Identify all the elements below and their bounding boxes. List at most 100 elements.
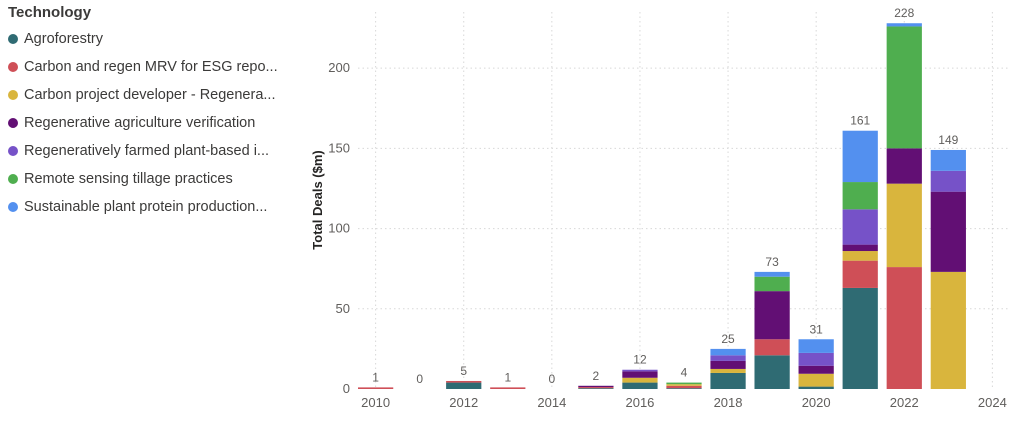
bar-segment[interactable] xyxy=(710,348,746,356)
bar-segment[interactable] xyxy=(710,355,746,361)
bar-segment[interactable] xyxy=(622,382,658,389)
y-tick-label: 50 xyxy=(336,301,350,316)
x-tick-label: 2018 xyxy=(714,395,743,410)
legend-item[interactable]: Regeneratively farmed plant-based i... xyxy=(8,137,308,165)
bar-segment[interactable] xyxy=(886,23,922,27)
legend-title: Technology xyxy=(8,4,92,21)
bar-segment[interactable] xyxy=(886,267,922,389)
bar-total-label: 12 xyxy=(633,353,647,367)
legend-item[interactable]: Carbon project developer - Regenera... xyxy=(8,81,308,109)
bar-total-label: 2 xyxy=(593,369,600,383)
bar-segment[interactable] xyxy=(710,372,746,389)
bar-segment[interactable] xyxy=(842,182,878,210)
bar-segment[interactable] xyxy=(754,355,790,389)
bar-segment[interactable] xyxy=(754,339,790,356)
bar-segment[interactable] xyxy=(798,352,834,366)
bar-segment[interactable] xyxy=(798,339,834,353)
bar-segment[interactable] xyxy=(842,260,878,288)
y-tick-label: 150 xyxy=(328,140,350,155)
bar-segment[interactable] xyxy=(930,170,966,192)
bar-segment[interactable] xyxy=(578,388,614,389)
bar-segment[interactable] xyxy=(930,149,966,171)
bar-segment[interactable] xyxy=(754,276,790,292)
legend-dot-icon xyxy=(8,62,18,72)
bar-total-label: 228 xyxy=(894,6,914,20)
bar-segment[interactable] xyxy=(446,380,482,383)
bar-segment[interactable] xyxy=(666,382,702,385)
legend-item-label: Agroforestry xyxy=(24,31,103,47)
bar-segment[interactable] xyxy=(446,382,482,389)
y-tick-label: 0 xyxy=(343,381,350,396)
x-tick-label: 2010 xyxy=(361,395,390,410)
bar-segment[interactable] xyxy=(754,291,790,340)
bar-segment[interactable] xyxy=(666,385,702,389)
bar-total-label: 31 xyxy=(809,322,823,336)
x-tick-label: 2016 xyxy=(625,395,654,410)
legend-item[interactable]: Agroforestry xyxy=(8,25,308,53)
gridlines xyxy=(358,12,1010,389)
legend-item[interactable]: Carbon and regen MRV for ESG repo... xyxy=(8,53,308,81)
bar-total-label: 73 xyxy=(765,255,779,269)
legend-dot-icon xyxy=(8,34,18,44)
legend-dot-icon xyxy=(8,118,18,128)
legend-item[interactable]: Remote sensing tillage practices xyxy=(8,165,308,193)
bar-segment[interactable] xyxy=(842,251,878,261)
y-axis-label: Total Deals ($m) xyxy=(310,150,325,249)
x-tick-label: 2020 xyxy=(802,395,831,410)
bar-total-label: 149 xyxy=(938,133,958,147)
legend-item-label: Carbon project developer - Regenera... xyxy=(24,87,276,103)
bar-total-label: 25 xyxy=(721,332,735,346)
y-tick-label: 100 xyxy=(328,221,350,236)
bar-segment[interactable] xyxy=(710,368,746,373)
bar-segment[interactable] xyxy=(622,369,658,372)
legend-items: Agroforestry Carbon and regen MRV for ESG… xyxy=(8,25,308,221)
bar-segment[interactable] xyxy=(930,271,966,389)
x-tick-label: 2022 xyxy=(890,395,919,410)
bar-segment[interactable] xyxy=(666,384,702,386)
legend-item-label: Remote sensing tillage practices xyxy=(24,171,233,187)
bar-segment[interactable] xyxy=(842,130,878,183)
legend-item[interactable]: Sustainable plant protein production... xyxy=(8,193,308,221)
bar-segment[interactable] xyxy=(578,385,614,388)
bar-segment[interactable] xyxy=(842,209,878,245)
x-tick-label: 2012 xyxy=(449,395,478,410)
bar-segment[interactable] xyxy=(710,360,746,369)
bar-segment[interactable] xyxy=(930,191,966,272)
legend-dot-icon xyxy=(8,174,18,184)
bar-total-label: 0 xyxy=(548,372,555,386)
bar-segment[interactable] xyxy=(490,387,526,389)
bars xyxy=(358,23,966,389)
bar-segment[interactable] xyxy=(886,26,922,149)
legend-item[interactable]: Regenerative agriculture verification xyxy=(8,109,308,137)
legend-item-label: Carbon and regen MRV for ESG repo... xyxy=(24,59,278,75)
bar-segment[interactable] xyxy=(798,373,834,387)
x-axis-ticks: 2010 2012 2014 2016 2018 2020 2022 2024 xyxy=(361,395,1007,410)
bar-segment[interactable] xyxy=(622,371,658,378)
bar-total-label: 4 xyxy=(681,366,688,380)
bar-total-label: 161 xyxy=(850,114,870,128)
legend-item-label: Sustainable plant protein production... xyxy=(24,199,268,215)
bar-segment[interactable] xyxy=(578,387,614,389)
bar-segment[interactable] xyxy=(842,287,878,389)
y-tick-label: 200 xyxy=(328,60,350,75)
legend-dot-icon xyxy=(8,146,18,156)
bar-segment[interactable] xyxy=(666,388,702,389)
legend-dot-icon xyxy=(8,202,18,212)
bar-segment[interactable] xyxy=(358,387,394,389)
bar-segment[interactable] xyxy=(842,244,878,252)
bar-segment[interactable] xyxy=(798,365,834,374)
bar-segment[interactable] xyxy=(886,183,922,268)
bar-segment[interactable] xyxy=(754,271,790,277)
legend-item-label: Regenerative agriculture verification xyxy=(24,115,256,131)
bar-segment[interactable] xyxy=(622,377,658,383)
bar-segment[interactable] xyxy=(798,386,834,389)
legend-item-label: Regeneratively farmed plant-based i... xyxy=(24,143,270,159)
x-tick-label: 2024 xyxy=(978,395,1007,410)
bar-segment[interactable] xyxy=(886,148,922,184)
bar-total-label: 1 xyxy=(504,370,511,384)
bar-total-label: 1 xyxy=(372,370,379,384)
x-tick-label: 2014 xyxy=(537,395,566,410)
legend: Technology Agroforestry Carbon and regen … xyxy=(8,4,308,221)
